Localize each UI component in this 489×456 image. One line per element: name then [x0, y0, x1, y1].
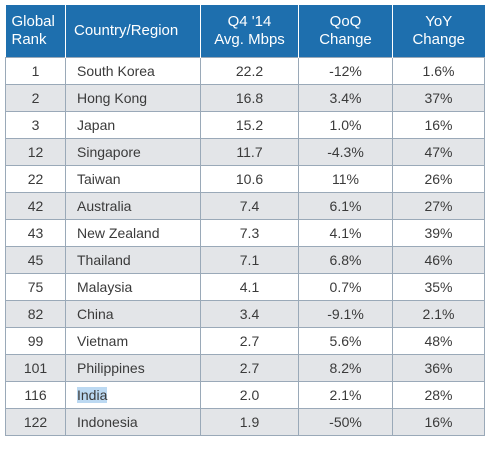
rank-cell: 3: [5, 111, 66, 139]
header-global-rank: Global Rank: [5, 5, 66, 58]
rank-cell: 42: [5, 192, 66, 220]
yoy-change-cell: 1.6%: [392, 57, 485, 85]
avg-mbps-cell: 15.2: [200, 111, 299, 139]
avg-mbps-cell: 4.1: [200, 273, 299, 301]
yoy-change-cell: 39%: [392, 219, 485, 247]
country-cell: Singapore: [65, 138, 201, 166]
qoq-change-cell: 6.1%: [298, 192, 393, 220]
rank-cell: 1: [5, 57, 66, 85]
country-cell: Philippines: [65, 354, 201, 382]
country-cell: Malaysia: [65, 273, 201, 301]
table-row: 2 Hong Kong 16.8 3.4% 37%: [5, 84, 485, 112]
avg-mbps-cell: 2.0: [200, 381, 299, 409]
rank-cell: 101: [5, 354, 66, 382]
yoy-change-cell: 16%: [392, 111, 485, 139]
rank-cell: 2: [5, 84, 66, 112]
avg-mbps-cell: 1.9: [200, 408, 299, 436]
rank-cell: 12: [5, 138, 66, 166]
avg-mbps-cell: 2.7: [200, 327, 299, 355]
table-row: 3 Japan 15.2 1.0% 16%: [5, 111, 485, 139]
country-cell: Indonesia: [65, 408, 201, 436]
yoy-change-cell: 2.1%: [392, 300, 485, 328]
avg-mbps-cell: 16.8: [200, 84, 299, 112]
table-row: 43 New Zealand 7.3 4.1% 39%: [5, 219, 485, 247]
country-cell: Thailand: [65, 246, 201, 274]
yoy-change-cell: 46%: [392, 246, 485, 274]
rank-cell: 82: [5, 300, 66, 328]
country-cell: Hong Kong: [65, 84, 201, 112]
header-qoq-change: QoQ Change: [298, 5, 393, 58]
table-container: Global Rank Country/Region Q4 '14 Avg. M…: [5, 5, 485, 451]
rank-cell: 122: [5, 408, 66, 436]
country-cell: Vietnam: [65, 327, 201, 355]
qoq-change-cell: 4.1%: [298, 219, 393, 247]
table-row: 101 Philippines 2.7 8.2% 36%: [5, 354, 485, 382]
yoy-change-cell: 35%: [392, 273, 485, 301]
table-row: 75 Malaysia 4.1 0.7% 35%: [5, 273, 485, 301]
table-row: 116 India 2.0 2.1% 28%: [5, 381, 485, 409]
connection-speed-table: Global Rank Country/Region Q4 '14 Avg. M…: [5, 5, 485, 436]
country-cell: New Zealand: [65, 219, 201, 247]
header-yoy-change: YoY Change: [392, 5, 485, 58]
table-row: 45 Thailand 7.1 6.8% 46%: [5, 246, 485, 274]
country-cell: Australia: [65, 192, 201, 220]
table-header-row: Global Rank Country/Region Q4 '14 Avg. M…: [5, 5, 485, 58]
avg-mbps-cell: 7.3: [200, 219, 299, 247]
avg-mbps-cell: 7.1: [200, 246, 299, 274]
rank-cell: 22: [5, 165, 66, 193]
yoy-change-cell: 37%: [392, 84, 485, 112]
rank-cell: 43: [5, 219, 66, 247]
avg-mbps-cell: 10.6: [200, 165, 299, 193]
qoq-change-cell: 0.7%: [298, 273, 393, 301]
country-cell: Japan: [65, 111, 201, 139]
rank-cell: 116: [5, 381, 66, 409]
qoq-change-cell: 2.1%: [298, 381, 393, 409]
qoq-change-cell: -4.3%: [298, 138, 393, 166]
qoq-change-cell: -12%: [298, 57, 393, 85]
table-row: 1 South Korea 22.2 -12% 1.6%: [5, 57, 485, 85]
qoq-change-cell: 8.2%: [298, 354, 393, 382]
qoq-change-cell: 11%: [298, 165, 393, 193]
qoq-change-cell: 6.8%: [298, 246, 393, 274]
table-row: 122 Indonesia 1.9 -50% 16%: [5, 408, 485, 436]
rank-cell: 99: [5, 327, 66, 355]
qoq-change-cell: -50%: [298, 408, 393, 436]
yoy-change-cell: 28%: [392, 381, 485, 409]
table-row: 82 China 3.4 -9.1% 2.1%: [5, 300, 485, 328]
table-row: 12 Singapore 11.7 -4.3% 47%: [5, 138, 485, 166]
qoq-change-cell: 3.4%: [298, 84, 393, 112]
avg-mbps-cell: 22.2: [200, 57, 299, 85]
table-row: 99 Vietnam 2.7 5.6% 48%: [5, 327, 485, 355]
qoq-change-cell: -9.1%: [298, 300, 393, 328]
yoy-change-cell: 47%: [392, 138, 485, 166]
table-row: 22 Taiwan 10.6 11% 26%: [5, 165, 485, 193]
yoy-change-cell: 48%: [392, 327, 485, 355]
avg-mbps-cell: 7.4: [200, 192, 299, 220]
header-country-region: Country/Region: [65, 5, 201, 58]
country-cell: South Korea: [65, 57, 201, 85]
table-body: 1 South Korea 22.2 -12% 1.6% 2 Hong Kong 16.8 3.…: [5, 57, 485, 436]
country-cell: India: [65, 381, 201, 409]
yoy-change-cell: 26%: [392, 165, 485, 193]
yoy-change-cell: 16%: [392, 408, 485, 436]
rank-cell: 45: [5, 246, 66, 274]
avg-mbps-cell: 2.7: [200, 354, 299, 382]
yoy-change-cell: 36%: [392, 354, 485, 382]
qoq-change-cell: 5.6%: [298, 327, 393, 355]
rank-cell: 75: [5, 273, 66, 301]
avg-mbps-cell: 3.4: [200, 300, 299, 328]
selected-text-highlight[interactable]: India: [77, 387, 108, 403]
country-cell: Taiwan: [65, 165, 201, 193]
avg-mbps-cell: 11.7: [200, 138, 299, 166]
country-cell: China: [65, 300, 201, 328]
header-avg-mbps: Q4 '14 Avg. Mbps: [200, 5, 299, 58]
table-row: 42 Australia 7.4 6.1% 27%: [5, 192, 485, 220]
yoy-change-cell: 27%: [392, 192, 485, 220]
qoq-change-cell: 1.0%: [298, 111, 393, 139]
